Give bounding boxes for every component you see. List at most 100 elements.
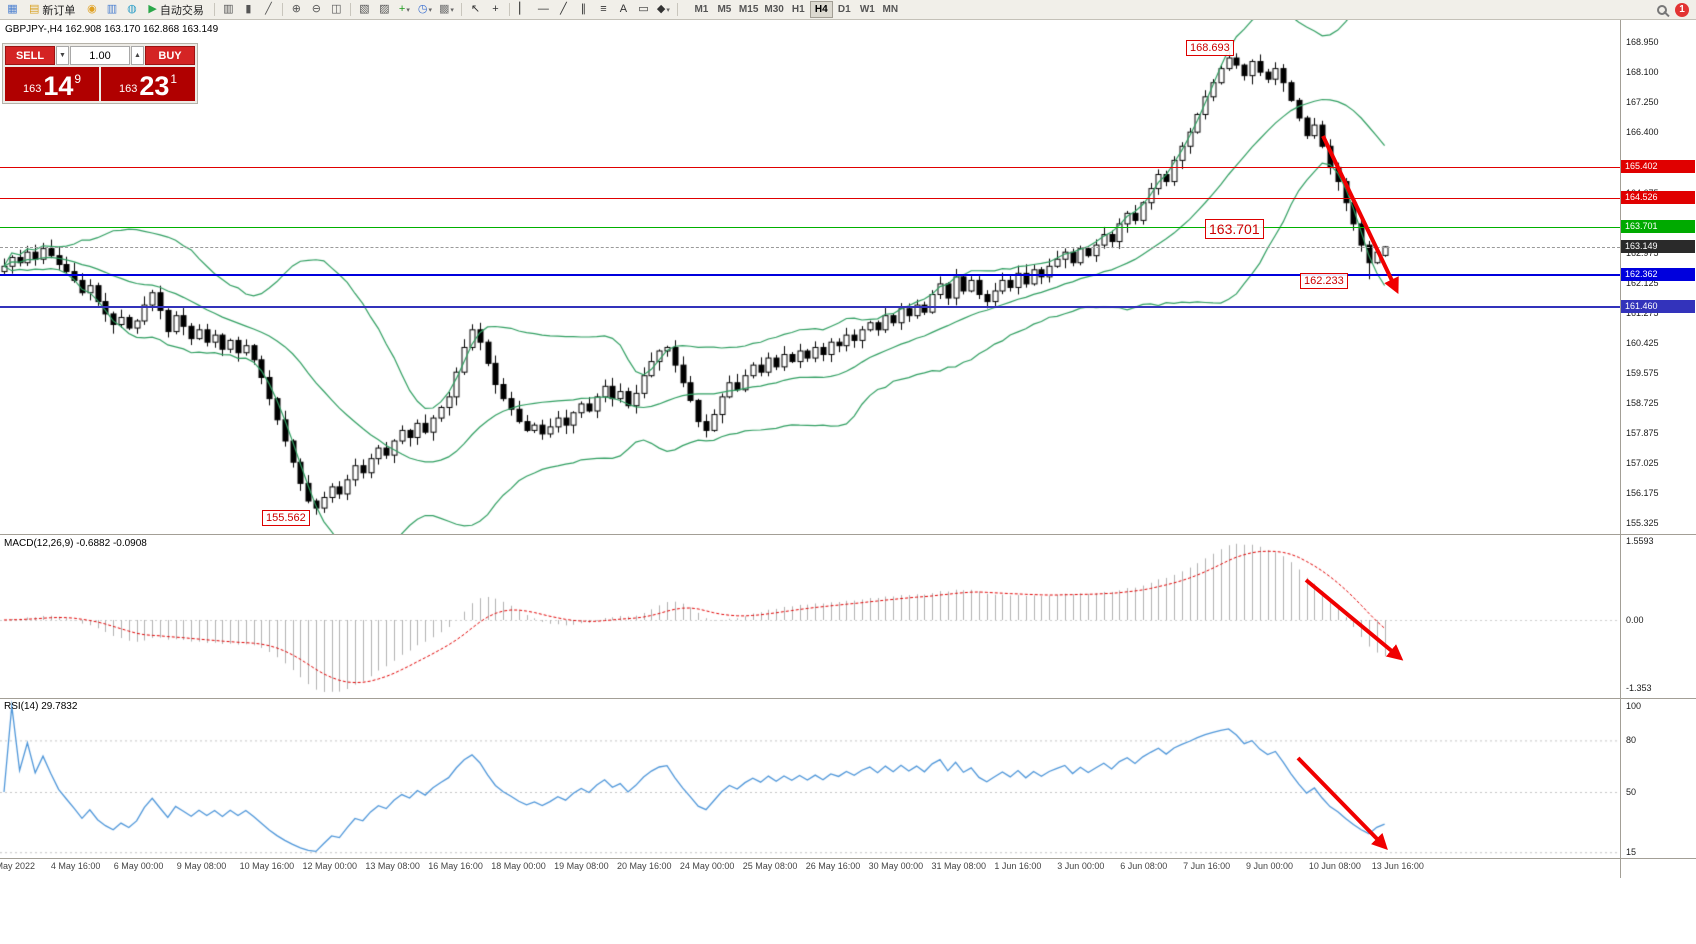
- timeframe-h4[interactable]: H4: [809, 1, 833, 18]
- new-order-button[interactable]: ▤ 新订单: [23, 1, 81, 18]
- horizontal-line-icon[interactable]: ―: [534, 1, 553, 18]
- depth-of-market-icon[interactable]: ▥: [102, 1, 121, 18]
- compass-icon[interactable]: ◉: [82, 1, 101, 18]
- date-axis-label: 4 May 16:00: [50, 861, 101, 871]
- line-chart-icon-glyph: ╱: [265, 3, 272, 15]
- cursor-icon-glyph: ↖: [470, 3, 481, 15]
- tile-windows-icon[interactable]: ◫: [327, 1, 346, 18]
- date-axis-label: 10 Jun 08:00: [1308, 861, 1361, 871]
- price-tag-163.149: 163.149: [1621, 239, 1695, 253]
- label-icon-glyph: ▭: [638, 3, 649, 15]
- date-axis-label: 10 May 16:00: [239, 861, 295, 871]
- sep-5: [508, 3, 510, 16]
- cascade-windows-icon[interactable]: ▧: [355, 1, 374, 18]
- bar-chart-icon[interactable]: ▥: [219, 1, 238, 18]
- buy-button[interactable]: BUY: [145, 46, 195, 65]
- sell-button[interactable]: SELL: [5, 46, 55, 65]
- date-axis-label: 24 May 00:00: [679, 861, 735, 871]
- volume-decrease-button[interactable]: ▼: [56, 46, 69, 65]
- price-annotation-168.693[interactable]: 168.693: [1186, 40, 1234, 56]
- notification-badge[interactable]: 1: [1675, 2, 1689, 17]
- line-chart-icon[interactable]: ╱: [259, 1, 278, 18]
- search-icon[interactable]: [1657, 4, 1667, 15]
- label-icon[interactable]: ▭: [634, 1, 653, 18]
- price-annotation-163.701[interactable]: 163.701: [1205, 219, 1264, 239]
- price-annotation-155.562[interactable]: 155.562: [262, 510, 310, 526]
- rsi-axis-label: 15: [1626, 847, 1637, 858]
- templates-button[interactable]: ▩ ▾: [436, 1, 457, 18]
- timeframe-w1[interactable]: W1: [859, 4, 875, 15]
- volume-input[interactable]: 1.00: [70, 46, 130, 65]
- sep-2: [281, 3, 283, 16]
- timeframe-m1[interactable]: M1: [694, 4, 709, 15]
- horizontal-line-object[interactable]: [0, 226, 1620, 228]
- horizontal-line-object[interactable]: [0, 197, 1620, 199]
- volume-increase-button[interactable]: ▲: [131, 46, 144, 65]
- timeframe-m15[interactable]: M15: [738, 4, 759, 15]
- horizontal-line-object[interactable]: [0, 305, 1620, 308]
- periods-button[interactable]: ◷ ▾: [415, 1, 435, 18]
- vertical-line-icon[interactable]: ▏: [514, 1, 533, 18]
- channel-icon[interactable]: ∥: [574, 1, 593, 18]
- timeframe-mn[interactable]: MN: [882, 4, 899, 15]
- arrange-windows-icon[interactable]: ▨: [375, 1, 394, 18]
- timeframe-d1[interactable]: D1: [837, 4, 851, 15]
- one-click-trading-panel: SELL ▼ 1.00 ▲ BUY 163 14 9 163 23 1: [2, 43, 198, 104]
- timeframe-h1[interactable]: H1: [791, 4, 805, 15]
- macd-panel-canvas[interactable]: [0, 536, 1620, 697]
- date-axis-label: 26 May 16:00: [805, 861, 861, 871]
- cursor-icon[interactable]: ↖: [466, 1, 485, 18]
- chevron-down-icon: ▾: [428, 6, 432, 14]
- arrange-windows-icon-glyph: ▨: [379, 3, 390, 15]
- price-axis-label: 166.400: [1626, 127, 1659, 138]
- sell-price-box[interactable]: 163 14 9: [5, 67, 99, 101]
- terminal-chart-icon[interactable]: ▦: [3, 1, 22, 18]
- text-icon-glyph: A: [619, 3, 628, 15]
- zoom-in-icon-glyph: ⊕: [291, 3, 301, 15]
- shapes-button[interactable]: ◆ ▾: [654, 1, 673, 18]
- symbol-ohlc-line: GBPJPY-,H4 162.908 163.170 162.868 163.1…: [5, 24, 219, 35]
- buy-price-main: 23: [139, 71, 170, 101]
- timeframe-group: M1 M5 M15 M30 H1 H4 D1 W1 MN: [690, 1, 902, 18]
- price-annotation-162.233[interactable]: 162.233: [1300, 273, 1348, 289]
- trendline-icon[interactable]: ╱: [554, 1, 573, 18]
- date-axis-label: 19 May 08:00: [554, 861, 609, 871]
- periods-glyph: ◷: [417, 3, 428, 15]
- crosshair-icon[interactable]: +: [486, 1, 505, 18]
- sep-1: [213, 3, 215, 16]
- fibonacci-icon[interactable]: ≡: [594, 1, 613, 18]
- depth-of-market-icon-glyph: ▥: [106, 3, 118, 15]
- community-icon[interactable]: ◍: [122, 1, 141, 18]
- panel-separator: [0, 698, 1696, 699]
- auto-trading-button[interactable]: ▶ 自动交易: [142, 1, 209, 18]
- rsi-axis-label: 100: [1626, 701, 1642, 711]
- price-axis-label: 162.125: [1626, 278, 1659, 289]
- chevron-down-icon: ▾: [666, 6, 670, 14]
- bar-chart-icon-glyph: ▥: [223, 3, 234, 15]
- macd-label: MACD(12,26,9) -0.6882 -0.0908: [4, 538, 147, 549]
- buy-price-pip: 1: [170, 72, 178, 86]
- rsi-panel-canvas[interactable]: [0, 700, 1620, 858]
- tile-windows-icon-glyph: ◫: [331, 3, 342, 15]
- text-icon[interactable]: A: [614, 1, 633, 18]
- cascade-windows-icon-glyph: ▧: [359, 3, 370, 15]
- price-chart-canvas[interactable]: [0, 20, 1620, 534]
- price-axis-label: 168.100: [1626, 67, 1659, 78]
- timeframe-m30[interactable]: M30: [764, 4, 784, 15]
- zoom-out-icon[interactable]: ⊖: [307, 1, 326, 18]
- macd-axis-label: 0.00: [1626, 615, 1644, 625]
- horizontal-line-object[interactable]: [0, 166, 1620, 168]
- horizontal-line-object[interactable]: [0, 273, 1620, 276]
- price-axis-label: 162.975: [1626, 248, 1659, 259]
- buy-price-box[interactable]: 163 23 1: [101, 67, 195, 101]
- timeframe-m5[interactable]: M5: [717, 4, 732, 15]
- zoom-in-icon[interactable]: ⊕: [287, 1, 306, 18]
- candlestick-chart-icon-glyph: ▮: [245, 3, 252, 15]
- candlestick-chart-icon[interactable]: ▮: [239, 1, 258, 18]
- price-axis-label: 159.575: [1626, 368, 1659, 379]
- horizontal-line-icon-glyph: ―: [537, 3, 549, 15]
- price-axis-border: [1620, 20, 1621, 878]
- indicators-button[interactable]: + ▾: [395, 1, 414, 18]
- chevron-down-icon: ▾: [406, 6, 410, 14]
- current-price-line: [0, 246, 1620, 248]
